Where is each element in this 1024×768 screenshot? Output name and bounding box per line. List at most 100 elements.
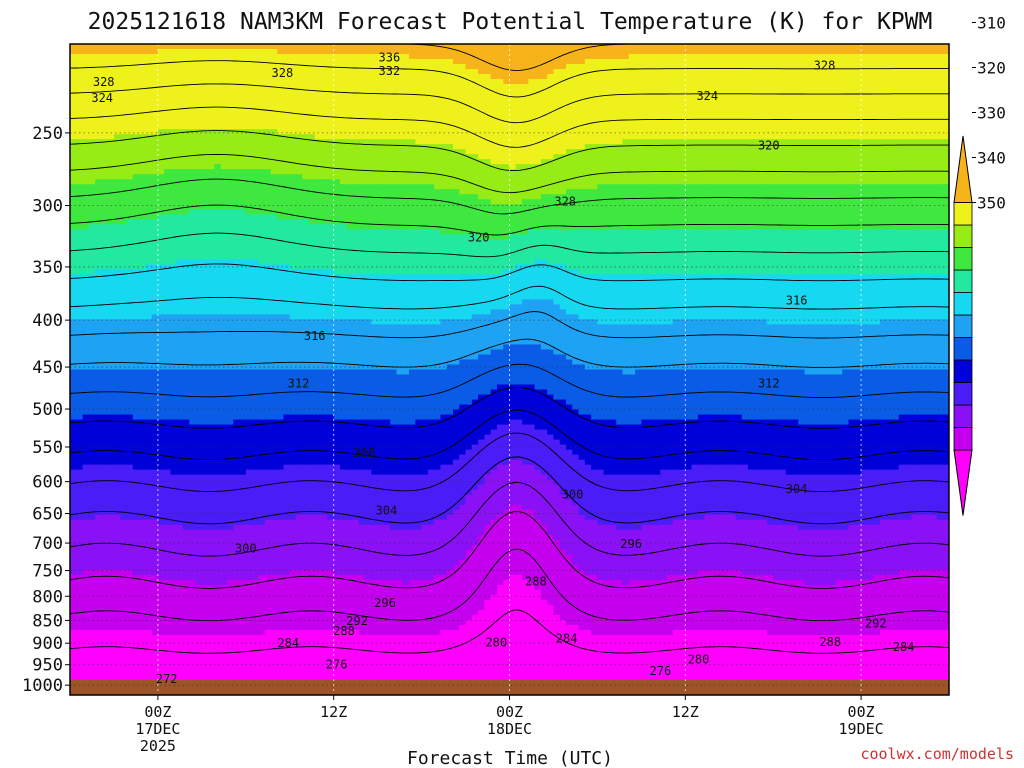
- band-cell: [258, 49, 266, 55]
- band-cell: [270, 114, 278, 120]
- band-cell: [446, 159, 454, 165]
- band-cell: [358, 169, 366, 175]
- band-cell: [490, 214, 498, 220]
- band-cell: [264, 219, 272, 225]
- band-cell: [358, 179, 366, 185]
- band-cell: [264, 209, 272, 215]
- band-cell: [170, 174, 178, 180]
- band-cell: [327, 189, 335, 195]
- band-cell: [748, 99, 755, 105]
- band-cell: [283, 174, 291, 180]
- band-cell: [245, 94, 253, 100]
- band-cell: [302, 159, 310, 165]
- band-cell: [339, 84, 347, 90]
- band-cell: [842, 59, 850, 65]
- band-cell: [660, 214, 668, 220]
- band-cell: [566, 154, 573, 160]
- band-cell: [528, 54, 536, 60]
- band-cell: [710, 159, 718, 165]
- band-cell: [471, 189, 479, 195]
- band-cell: [691, 109, 699, 115]
- band-cell: [314, 84, 322, 90]
- band-cell: [302, 54, 310, 60]
- band-cell: [157, 64, 165, 70]
- band-cell: [566, 194, 573, 200]
- band-cell: [898, 169, 906, 175]
- band-cell: [434, 159, 442, 165]
- band-cell: [214, 99, 222, 105]
- band-cell: [415, 214, 423, 220]
- band-cell: [584, 114, 592, 120]
- band-cell: [358, 64, 366, 70]
- band-cell: [95, 174, 102, 180]
- band-cell: [101, 109, 109, 115]
- band-cell: [898, 94, 906, 100]
- band-cell: [905, 124, 912, 130]
- band-cell: [503, 154, 511, 160]
- band-cell: [917, 74, 925, 80]
- band-cell: [917, 174, 925, 180]
- band-cell: [641, 149, 649, 155]
- band-cell: [346, 104, 354, 110]
- band-cell: [264, 159, 272, 165]
- band-cell: [647, 134, 655, 140]
- band-cell: [867, 189, 875, 195]
- band-cell: [741, 79, 749, 85]
- band-cell: [835, 144, 843, 150]
- band-cell: [729, 114, 737, 120]
- band-cell: [647, 149, 655, 155]
- band-cell: [716, 79, 724, 85]
- band-cell: [660, 209, 668, 215]
- band-cell: [252, 189, 259, 195]
- band-cell: [553, 169, 561, 175]
- band-cell: [157, 149, 165, 155]
- band-cell: [208, 64, 216, 70]
- band-cell: [829, 184, 837, 190]
- band-cell: [848, 204, 856, 210]
- band-cell: [905, 69, 912, 75]
- band-cell: [88, 99, 96, 105]
- band-cell: [283, 59, 291, 65]
- band-cell: [685, 59, 693, 65]
- band-cell: [415, 184, 423, 190]
- band-cell: [741, 184, 749, 190]
- band-cell: [421, 79, 429, 85]
- band-cell: [415, 154, 423, 160]
- band-cell: [358, 89, 366, 95]
- band-cell: [327, 154, 335, 160]
- band-cell: [578, 79, 586, 85]
- band-cell: [314, 169, 322, 175]
- band-cell: [252, 89, 259, 95]
- band-cell: [773, 104, 781, 110]
- band-cell: [616, 194, 624, 200]
- band-cell: [823, 84, 831, 90]
- band-cell: [226, 74, 234, 80]
- band-cell: [446, 189, 454, 195]
- band-cell: [773, 179, 781, 185]
- band-cell: [628, 119, 636, 125]
- band-cell: [679, 44, 686, 50]
- band-cell: [515, 69, 523, 75]
- band-cell: [911, 204, 919, 210]
- band-cell: [239, 174, 247, 180]
- band-cell: [377, 59, 385, 65]
- band-cell: [635, 64, 642, 70]
- band-cell: [226, 84, 234, 90]
- band-cell: [578, 184, 586, 190]
- band-cell: [164, 69, 172, 75]
- band-cell: [220, 184, 228, 190]
- band-cell: [459, 194, 467, 200]
- band-cell: [76, 124, 84, 130]
- band-cell: [233, 144, 241, 150]
- band-cell: [484, 169, 492, 175]
- band-cell: [440, 144, 448, 150]
- band-cell: [402, 124, 410, 130]
- band-cell: [95, 159, 102, 165]
- band-cell: [547, 94, 555, 100]
- band-cell: [823, 159, 831, 165]
- band-cell: [383, 99, 391, 105]
- band-cell: [917, 49, 925, 55]
- band-cell: [766, 64, 774, 70]
- band-cell: [748, 89, 755, 95]
- band-cell: [905, 169, 912, 175]
